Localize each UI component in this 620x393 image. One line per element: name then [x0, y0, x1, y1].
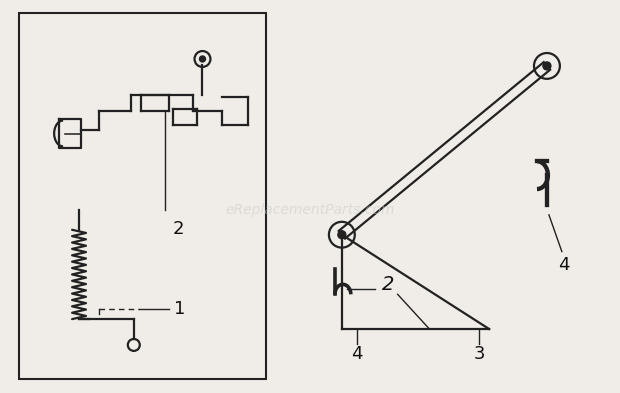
- Text: 3: 3: [474, 345, 485, 363]
- Bar: [19, 13, 266, 379]
- Circle shape: [543, 62, 551, 70]
- Text: 2: 2: [381, 275, 394, 294]
- Text: eReplacementParts.com: eReplacementParts.com: [225, 203, 395, 217]
- Text: 2: 2: [172, 220, 184, 238]
- Text: 4: 4: [351, 345, 363, 363]
- Circle shape: [200, 56, 205, 62]
- Circle shape: [338, 231, 346, 239]
- Text: 1: 1: [174, 300, 185, 318]
- Text: 4: 4: [558, 255, 570, 274]
